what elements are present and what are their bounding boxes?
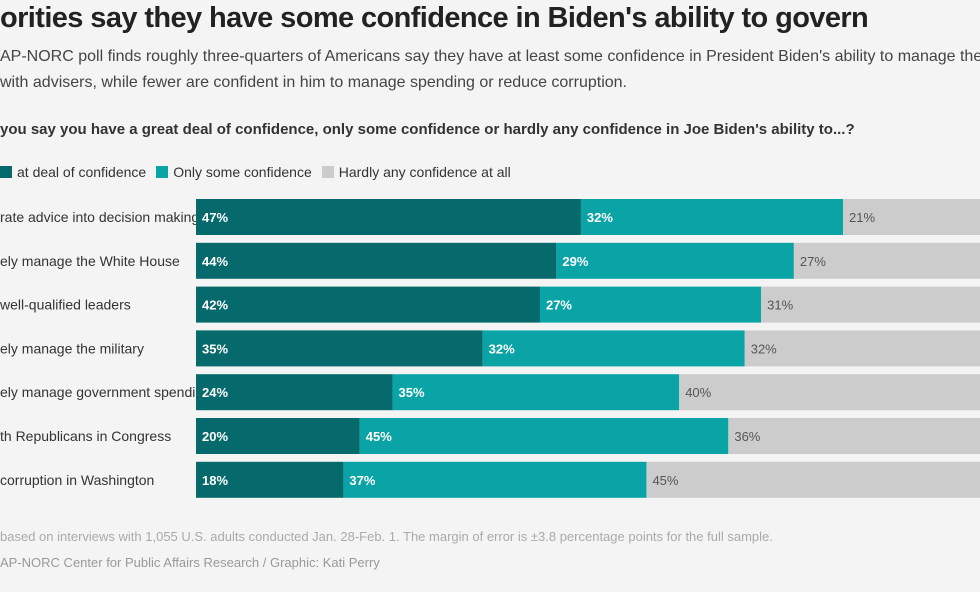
data-label-great-deal: 20%: [202, 429, 228, 444]
bar-segment-only-some: [392, 374, 680, 411]
data-label-only-some: 32%: [489, 341, 515, 356]
survey-question: you say you have a great deal of confide…: [0, 121, 855, 138]
category-label: th Republicans in Congress: [0, 428, 171, 444]
bar-row-th-republicans-in-congress: th Republicans in Congress 20% 45% 36%: [0, 418, 980, 454]
bar-segment-great-deal: [196, 418, 360, 454]
category-label: corruption in Washington: [0, 472, 154, 488]
data-label-only-some: 27%: [546, 298, 572, 313]
bar-segment-great-deal: [196, 330, 483, 367]
bar-segment-great-deal: [196, 461, 344, 498]
bar-segment-hardly-any: [793, 242, 980, 279]
bar-segment-hardly-any: [843, 199, 980, 235]
legend-item-hardly-any: Hardly any confidence at all: [321, 164, 511, 180]
bar-segment-great-deal: [196, 199, 581, 235]
bar-segment-only-some: [359, 418, 729, 454]
legend-item-only-some: Only some confidence: [156, 164, 312, 180]
bar-segment-only-some: [482, 330, 745, 367]
data-label-great-deal: 35%: [202, 341, 228, 356]
data-label-hardly-any: 21%: [849, 210, 875, 225]
bar-row-ely-manage-the-military: ely manage the military 35% 32% 32%: [0, 330, 980, 367]
data-label-great-deal: 47%: [202, 210, 228, 225]
category-label: ely manage the White House: [0, 253, 180, 269]
category-label: ely manage government spending: [0, 384, 211, 400]
chart-subtitle: AP-NORC poll finds roughly three-quarter…: [0, 44, 980, 96]
data-label-only-some: 32%: [587, 210, 613, 225]
data-label-hardly-any: 40%: [685, 385, 711, 400]
bar-row-ely-manage-the-white-house: ely manage the White House 44% 29% 27%: [0, 242, 980, 279]
subtitle-line-2: with advisers, while fewer are confident…: [0, 74, 627, 91]
bar-segment-hardly-any: [679, 374, 980, 411]
data-label-hardly-any: 32%: [751, 341, 777, 356]
chart-note: based on interviews with 1,055 U.S. adul…: [0, 529, 773, 544]
bar-segment-hardly-any: [744, 330, 980, 367]
category-label: rate advice into decision making: [0, 209, 199, 225]
data-label-great-deal: 42%: [202, 298, 228, 313]
legend-label-only-some: Only some confidence: [173, 164, 312, 180]
data-label-great-deal: 24%: [202, 385, 228, 400]
category-label: well-qualified leaders: [0, 297, 131, 313]
bar-segment-great-deal: [196, 286, 540, 323]
chart-source: AP-NORC Center for Public Affairs Resear…: [0, 555, 380, 570]
bar-segment-hardly-any: [646, 461, 980, 498]
data-label-great-deal: 44%: [202, 254, 228, 269]
bar-row-rate-advice-into-decision-making: rate advice into decision making 47% 32% 21…: [0, 199, 980, 235]
bar-segment-only-some: [556, 242, 794, 279]
legend-swatch-great-deal: [0, 166, 12, 178]
bar-segment-great-deal: [196, 374, 393, 411]
subtitle-line-1: AP-NORC poll finds roughly three-quarter…: [0, 48, 980, 65]
data-label-great-deal: 18%: [202, 473, 228, 488]
chart-title: orities say they have some confidence in…: [0, 2, 869, 34]
data-label-only-some: 45%: [366, 429, 392, 444]
bar-row-well-qualified-leaders: well-qualified leaders 42% 27% 31%: [0, 286, 980, 323]
chart-legend: at deal of confidence Only some confiden…: [0, 162, 521, 182]
data-label-hardly-any: 36%: [734, 429, 760, 444]
data-label-only-some: 29%: [562, 254, 588, 269]
legend-label-great-deal: at deal of confidence: [17, 164, 147, 180]
legend-item-great-deal: at deal of confidence: [0, 164, 146, 180]
data-label-hardly-any: 27%: [800, 254, 826, 269]
legend-label-hardly-any: Hardly any confidence at all: [338, 164, 511, 180]
bar-segment-hardly-any: [728, 418, 980, 454]
bar-segment-only-some: [539, 286, 762, 323]
data-label-only-some: 35%: [399, 385, 425, 400]
data-label-hardly-any: 45%: [652, 473, 678, 488]
bar-segment-hardly-any: [761, 286, 980, 323]
category-label: ely manage the military: [0, 340, 144, 356]
legend-swatch-hardly-any: [321, 166, 334, 178]
legend-swatch-only-some: [156, 166, 169, 178]
data-label-hardly-any: 31%: [767, 298, 793, 313]
bar-row-corruption-in-washington: corruption in Washington 18% 37% 45%: [0, 461, 980, 498]
bar-segment-only-some: [343, 461, 647, 498]
bar-segment-great-deal: [196, 242, 557, 279]
stacked-bar-chart: rate advice into decision making 47% 32% 21…: [0, 199, 980, 498]
bar-segment-only-some: [580, 199, 844, 235]
data-label-only-some: 37%: [349, 473, 375, 488]
